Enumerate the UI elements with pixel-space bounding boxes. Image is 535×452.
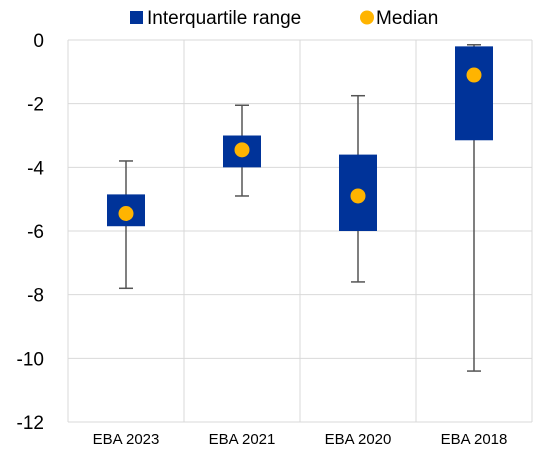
iqr-box <box>455 46 493 141</box>
legend-median-swatch <box>360 10 374 25</box>
legend-iqr-swatch <box>130 11 143 24</box>
legend-iqr-label: Interquartile range <box>147 8 301 29</box>
x-tick-label: EBA 2018 <box>441 431 508 448</box>
y-tick-label: 0 <box>33 31 44 52</box>
median-point <box>350 188 366 204</box>
grid-layer <box>67 39 533 423</box>
legend: Interquartile range Median <box>130 8 438 29</box>
box-layer <box>107 46 493 231</box>
legend-median-label: Median <box>376 8 438 29</box>
median-layer <box>118 67 482 221</box>
x-axis-ticks: EBA 2023 EBA 2021 EBA 2020 EBA 2018 <box>93 431 508 448</box>
y-tick-label: -12 <box>17 413 44 434</box>
y-tick-label: -8 <box>27 286 44 307</box>
y-tick-label: -6 <box>27 222 44 243</box>
y-tick-label: -4 <box>27 158 44 179</box>
median-point <box>466 67 482 83</box>
y-tick-label: -2 <box>27 95 44 116</box>
x-tick-label: EBA 2020 <box>325 431 392 448</box>
x-tick-label: EBA 2021 <box>209 431 276 448</box>
x-tick-label: EBA 2023 <box>93 431 160 448</box>
y-tick-label: -10 <box>17 349 44 370</box>
y-axis-ticks: 0 -2 -4 -6 -8 -10 -12 <box>17 31 45 434</box>
median-point <box>118 205 134 221</box>
median-point <box>234 142 250 158</box>
